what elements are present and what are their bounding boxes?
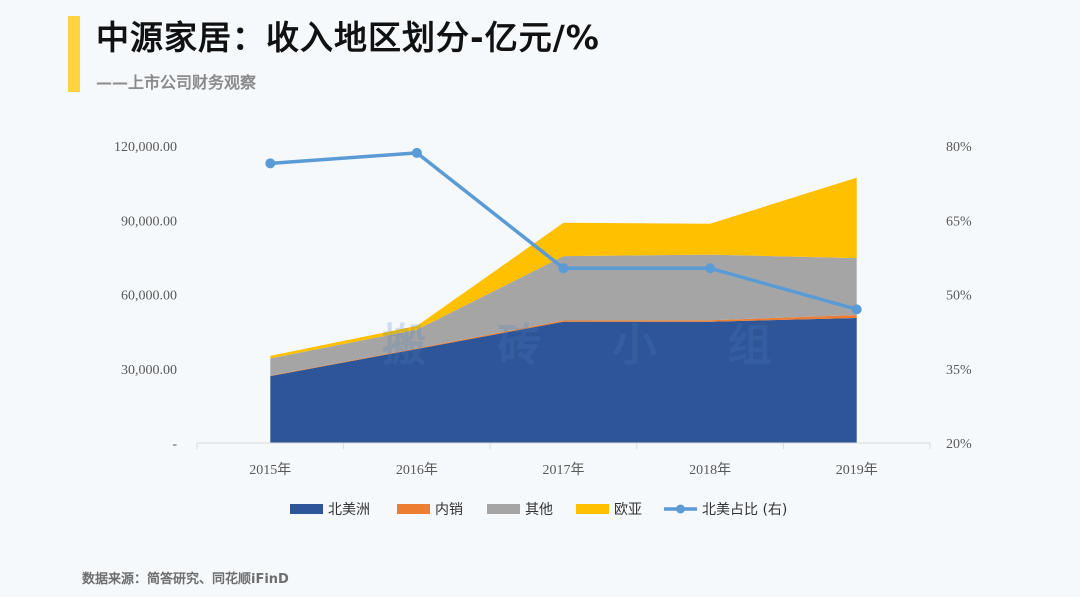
chart-subtitle: ——上市公司财务观察 — [96, 73, 257, 92]
legend-swatch-2 — [487, 504, 520, 514]
left-tick-label-1: 30,000.00 — [121, 363, 177, 378]
right-tick-label-0: 20% — [946, 437, 972, 452]
x-tick-label-2: 2017年 — [543, 462, 585, 478]
legend-label-1: 内销 — [435, 502, 463, 518]
left-tick-label-3: 90,000.00 — [121, 214, 177, 229]
legend-label-3: 欧亚 — [614, 502, 642, 518]
left-tick-label-4: 120,000.00 — [114, 140, 177, 155]
legend-label-0: 北美洲 — [328, 502, 370, 518]
watermark-group: 搬 砖 小 组 — [382, 320, 800, 371]
right-tick-label-1: 35% — [946, 363, 972, 378]
chart-title: 中源家居：收入地区划分-亿元/% — [96, 18, 600, 57]
data-source: 数据来源：简答研究、同花顺iFinD — [82, 572, 289, 587]
legend: 北美洲 内销 其他 欧亚 北美占比 (右) — [290, 502, 787, 518]
left-tick-label-2: 60,000.00 — [121, 289, 177, 304]
legend-swatch-1 — [397, 504, 430, 514]
ratio-point-3 — [705, 263, 716, 274]
x-tick-label-4: 2019年 — [836, 462, 878, 478]
ratio-line-group — [265, 147, 862, 315]
title-accent-bar — [68, 16, 80, 92]
area-layers — [270, 177, 857, 443]
area-series-0 — [270, 318, 857, 443]
ratio-point-1 — [411, 147, 422, 158]
x-tick-label-3: 2018年 — [689, 462, 731, 478]
ratio-point-4 — [851, 304, 862, 315]
left-tick-label-0: - — [172, 437, 177, 452]
chart-svg: 搬 砖 小 组 2015年 2016年 2017年 2018年 2019年 - 30,000… — [114, 140, 972, 518]
right-tick-label-2: 50% — [946, 289, 972, 304]
right-tick-label-3: 65% — [946, 214, 972, 229]
axes: 2015年 2016年 2017年 2018年 2019年 - 30,000.00 60,00… — [114, 140, 972, 478]
legend-label-4: 北美占比 (右) — [702, 502, 787, 518]
right-tick-label-4: 80% — [946, 140, 972, 155]
watermark-text: 搬 砖 小 组 — [382, 320, 800, 371]
x-tick-label-1: 2016年 — [396, 462, 438, 478]
legend-swatch-3 — [576, 504, 609, 514]
area-series-2 — [270, 254, 857, 376]
ratio-point-2 — [558, 263, 569, 274]
legend-swatch-0 — [290, 504, 323, 514]
legend-swatch-marker — [676, 504, 685, 514]
ratio-point-0 — [265, 158, 276, 169]
legend-label-2: 其他 — [525, 502, 553, 518]
x-tick-label-0: 2015年 — [249, 462, 291, 478]
